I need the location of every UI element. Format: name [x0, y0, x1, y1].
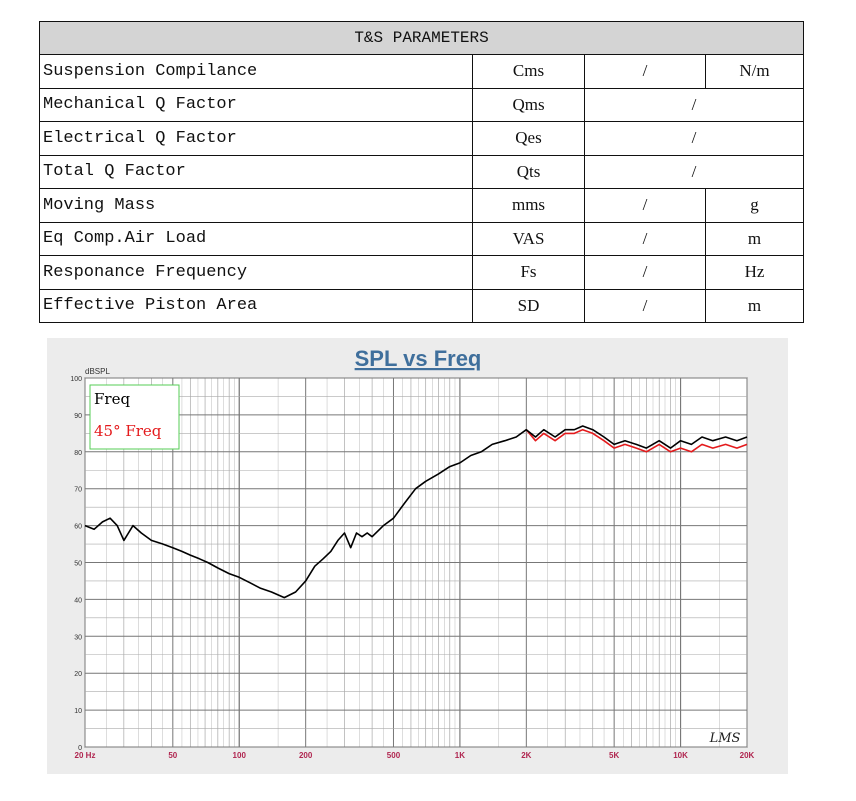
- table-header-row: T&S PARAMETERS: [38, 21, 805, 55]
- y-tick-label: 40: [74, 597, 82, 604]
- param-value: /: [584, 221, 706, 256]
- param-value: /: [584, 255, 706, 290]
- x-tick-label: 2K: [521, 751, 531, 760]
- param-name: Responance Frequency: [39, 255, 473, 290]
- chart-title: SPL vs Freq: [355, 346, 482, 371]
- param-symbol: Cms: [472, 54, 585, 89]
- table-row: Mechanical Q Factor Qms /: [39, 87, 805, 122]
- param-value: /: [583, 121, 805, 156]
- y-tick-label: 20: [74, 671, 82, 678]
- y-tick-label: 80: [74, 450, 82, 457]
- table-row: Electrical Q Factor Qes /: [39, 121, 805, 156]
- param-symbol: mms: [472, 188, 585, 223]
- x-tick-label: 5K: [609, 751, 619, 760]
- param-value: /: [584, 54, 706, 89]
- x-tick-label: 500: [387, 751, 401, 760]
- y-tick-label: 60: [74, 524, 82, 531]
- legend-entry: Freq: [94, 390, 130, 408]
- legend-box: [89, 384, 180, 450]
- param-unit: g: [704, 188, 805, 223]
- x-tick-label: 20 Hz: [75, 751, 96, 760]
- param-value: /: [583, 154, 805, 189]
- series-group: [84, 425, 748, 599]
- y-tick-label: 30: [74, 634, 82, 641]
- param-symbol: SD: [472, 288, 585, 323]
- param-name: Total Q Factor: [39, 154, 473, 189]
- param-symbol: VAS: [472, 221, 585, 256]
- x-tick-label: 100: [233, 751, 247, 760]
- param-unit: m: [704, 288, 805, 323]
- grid: [84, 377, 748, 748]
- param-value: /: [583, 87, 805, 122]
- lms-watermark: LMS: [709, 731, 741, 746]
- spl-chart-svg: SPL vs Freq 20 Hz 50 100 200 500 1K 2K 5K 10K 20K…: [70, 346, 754, 760]
- param-name: Suspension Compilance: [39, 54, 473, 89]
- param-name: Electrical Q Factor: [39, 121, 473, 156]
- param-symbol: Qts: [472, 154, 585, 189]
- param-name: Eq Comp.Air Load: [39, 221, 473, 256]
- table-row: Suspension Compilance Cms / N/m: [39, 54, 805, 89]
- param-unit: N/m: [704, 54, 805, 89]
- spl-chart: SPL vs Freq 20 Hz 50 100 200 500 1K 2K 5K 10K 20K…: [47, 338, 788, 774]
- x-tick-label: 1K: [455, 751, 465, 760]
- param-unit: m: [704, 221, 805, 256]
- table-row: Responance Frequency Fs / Hz: [39, 255, 805, 290]
- param-name: Moving Mass: [39, 188, 473, 223]
- y-axis-label: dBSPL: [85, 367, 110, 376]
- table-row: Moving Mass mms / g: [39, 188, 805, 223]
- y-tick-label: 100: [70, 376, 82, 383]
- y-tick-label: 50: [74, 561, 82, 568]
- legend-entry: 45° Freq: [94, 422, 162, 440]
- x-tick-label: 200: [299, 751, 313, 760]
- y-tick-label: 0: [78, 745, 82, 752]
- axis-ticks: 20 Hz 50 100 200 500 1K 2K 5K 10K 20K 0 10 20 30 40 50 6…: [70, 376, 754, 760]
- ts-parameters-table: T&S PARAMETERS Suspension Compilance Cms /…: [38, 21, 805, 323]
- series-line-freq: [84, 425, 748, 599]
- x-tick-label: 10K: [673, 751, 688, 760]
- y-tick-label: 10: [74, 708, 82, 715]
- x-tick-label: 20K: [740, 751, 755, 760]
- param-value: /: [584, 188, 706, 223]
- param-symbol: Qms: [472, 87, 585, 122]
- y-tick-label: 90: [74, 413, 82, 420]
- table-row: Total Q Factor Qts /: [39, 154, 805, 189]
- param-value: /: [584, 288, 706, 323]
- table-row: Effective Piston Area SD / m: [39, 288, 805, 323]
- param-symbol: Qes: [472, 121, 585, 156]
- param-unit: Hz: [704, 255, 805, 290]
- table-row: Eq Comp.Air Load VAS / m: [39, 221, 805, 256]
- legend: Freq 45° Freq: [89, 384, 180, 450]
- table-title: T&S PARAMETERS: [38, 21, 805, 55]
- param-name: Effective Piston Area: [39, 288, 473, 323]
- y-tick-label: 70: [74, 487, 82, 494]
- param-name: Mechanical Q Factor: [39, 87, 473, 122]
- param-symbol: Fs: [472, 255, 585, 290]
- x-tick-label: 50: [168, 751, 177, 760]
- series-line-45-freq: [525, 428, 748, 453]
